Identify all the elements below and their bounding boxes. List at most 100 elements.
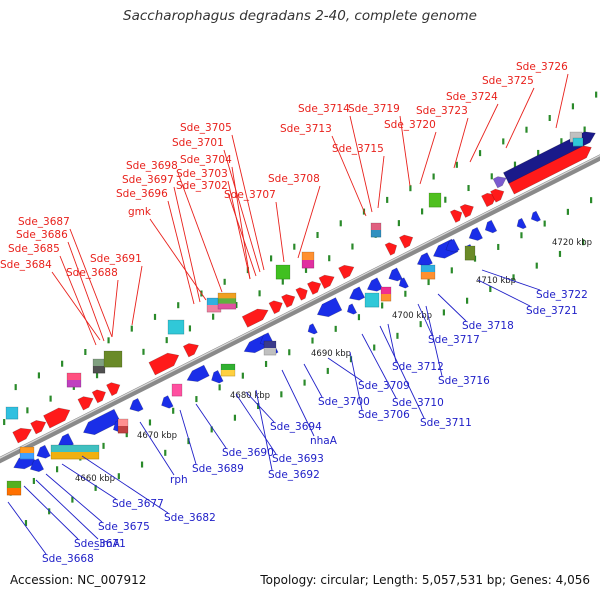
genome-backbone — [0, 154, 600, 464]
reverse-gene-label: Sde_3718 — [437, 293, 514, 332]
leader-line — [419, 131, 437, 185]
leader-line — [81, 455, 169, 514]
forward-gene-label: Sde_3696 — [116, 188, 195, 305]
leader-line — [35, 479, 99, 540]
leader-line — [297, 185, 321, 259]
forward-gene-label: Sde_3725 — [482, 75, 535, 149]
leader-line — [417, 303, 433, 336]
reverse-gene-label: Sde_3721 — [477, 279, 578, 317]
gene-feature-block — [117, 418, 129, 434]
gene-label-text: Sde_3704 — [180, 154, 232, 166]
forward-gene-label: Sde_3697 — [122, 174, 201, 303]
reverse-gene-arrow — [161, 395, 174, 409]
leader-line — [361, 333, 397, 399]
gene-label-text: Sde_3700 — [318, 396, 370, 408]
reverse-gene-arrow — [346, 303, 358, 315]
leader-line — [331, 135, 367, 217]
leader-line — [469, 103, 499, 163]
reverse-gene-label: Sde_3710 — [361, 333, 444, 409]
leader-line — [349, 115, 373, 213]
reverse-gene-arrow — [307, 323, 318, 335]
forward-gene-label: Sde_3701 — [172, 137, 261, 273]
leader-line — [481, 269, 541, 291]
reverse-gene-arrow — [29, 458, 45, 473]
reverse-gene-label: Sde_3671 — [23, 485, 126, 550]
gene-label-text: nhaA — [310, 435, 338, 447]
forward-gene-label: Sde_3720 — [384, 119, 437, 185]
gene-label-text: Sde_3671 — [74, 538, 126, 550]
leader-line — [379, 325, 425, 419]
gene-label-text: Sde_3716 — [438, 375, 490, 387]
forward-gene-arrow — [182, 343, 199, 358]
gene-label-text: Sde_3707 — [224, 189, 276, 201]
leader-line — [69, 228, 113, 338]
gene-label-text: Sde_3723 — [416, 105, 468, 117]
scale-label: 4710 kbp — [476, 276, 516, 286]
reverse-gene-arrow — [349, 286, 366, 301]
accession-text: Accession: NC_007912 — [10, 573, 147, 587]
leader-line — [349, 351, 363, 411]
gene-label-text: Sde_3715 — [332, 143, 384, 155]
reverse-gene-label: Sde_3682 — [81, 455, 216, 524]
reverse-gene-arrow — [316, 297, 343, 318]
gene-feature-block — [428, 192, 442, 208]
gene-label-text: Sde_3684 — [0, 259, 52, 271]
page-title: Saccharophagus degradans 2-40, complete … — [123, 8, 477, 24]
forward-gene-arrow — [268, 300, 283, 315]
forward-gene-arrow — [77, 396, 94, 411]
scale-label: 4700 kbp — [392, 311, 432, 321]
forward-gene-label: Sde_3684 — [0, 259, 101, 341]
leader-line — [327, 357, 363, 382]
reverse-gene-label: Sde_3711 — [379, 325, 472, 429]
gene-label-text: Sde_3690 — [222, 447, 274, 459]
leader-line — [149, 218, 207, 301]
leader-line — [139, 421, 175, 476]
leader-line — [195, 403, 227, 449]
gene-label-text: Sde_3718 — [462, 320, 514, 332]
leader-line — [173, 186, 201, 303]
leader-line — [179, 409, 197, 465]
reverse-gene-arrow — [211, 369, 224, 384]
gene-label-text: Sde_3677 — [112, 498, 164, 510]
forward-gene-label: Sde_3719 — [348, 103, 411, 187]
leader-line — [275, 201, 285, 263]
reverse-gene-label: Sde_3689 — [179, 409, 244, 475]
leader-line — [51, 271, 101, 341]
gene-feature-block — [263, 340, 277, 356]
forward-gene-label: Sde_3691 — [90, 253, 143, 326]
forward-gene-arrow — [306, 281, 322, 295]
reverse-gene-arrow — [484, 219, 498, 234]
forward-gene-arrow — [318, 274, 335, 290]
gene-feature-block — [275, 264, 291, 280]
reverse-gene-arrow — [530, 210, 542, 222]
leader-line — [377, 155, 385, 209]
gene-label-text: Sde_3693 — [272, 453, 324, 465]
gene-feature-block — [50, 444, 100, 460]
reverse-gene-label: rph — [139, 421, 188, 486]
gene-feature-block — [380, 286, 392, 302]
gene-label-text: Sde_3710 — [392, 397, 444, 409]
forward-gene-label: Sde_3708 — [268, 173, 321, 259]
reverse-gene-arrow — [388, 267, 403, 282]
gene-feature-block — [171, 383, 183, 397]
gene-label-text: Sde_3722 — [536, 289, 588, 301]
gene-label-text: Sde_3685 — [8, 243, 60, 255]
leader-line — [111, 279, 119, 338]
reverse-gene-label: Sde_3690 — [195, 403, 274, 459]
forward-gene-label: Sde_3704 — [180, 154, 251, 280]
forward-gene-arrow — [12, 427, 32, 444]
reverse-gene-label: Sde_3709 — [327, 357, 410, 392]
leader-line — [453, 117, 469, 169]
reverse-gene-arrow — [416, 252, 433, 267]
gene-feature-block — [103, 350, 123, 368]
reverse-gene-arrow — [445, 238, 460, 253]
reverse-gene-label: slmA — [35, 479, 121, 550]
gene-label-text: Sde_3697 — [122, 174, 174, 186]
gene-feature-block — [364, 292, 380, 308]
gene-feature-block — [167, 319, 185, 335]
gene-label-text: Sde_3709 — [358, 380, 410, 392]
reverse-gene-label: Sde_3694 — [245, 391, 322, 433]
gene-label-text: Sde_3675 — [98, 521, 150, 533]
scale-label: 4660 kbp — [75, 474, 115, 484]
